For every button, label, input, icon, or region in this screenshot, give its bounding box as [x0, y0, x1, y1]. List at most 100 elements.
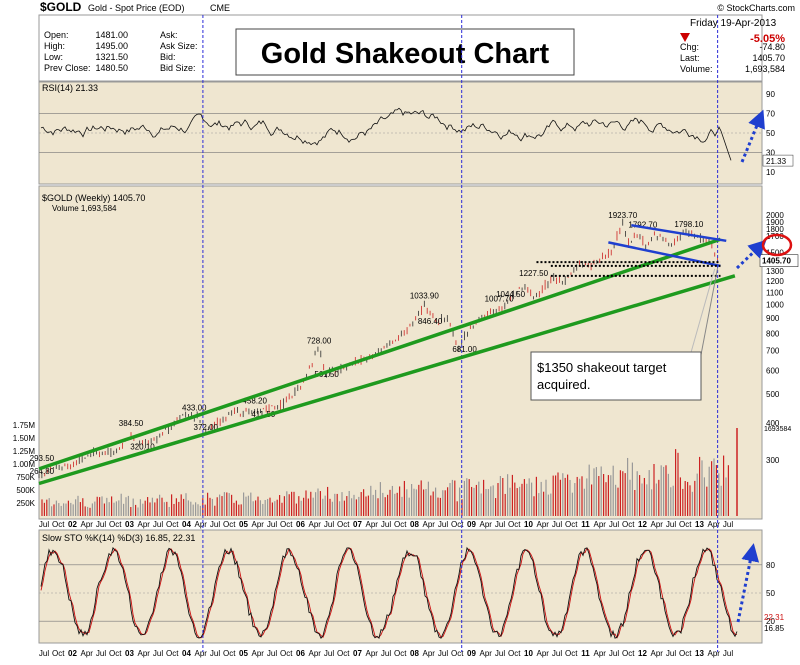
quote-value: -74.80: [759, 42, 785, 52]
quote-value: 1,693,584: [745, 64, 785, 74]
quote-value: 1480.50: [95, 63, 128, 73]
x-tick-label: 08: [410, 520, 419, 529]
x-tick-label: Jul: [495, 649, 505, 658]
highlight-circle: [761, 233, 793, 257]
price-label: 1792.70: [628, 220, 657, 229]
x-tick-label: Oct: [223, 649, 236, 658]
x-tick-label: Oct: [565, 649, 578, 658]
x-tick-label: Jul: [267, 520, 277, 529]
price-tick-label: 900: [766, 314, 780, 323]
x-tick-label: 11: [581, 649, 590, 658]
x-tick-label: Oct: [679, 520, 692, 529]
sto-label: Slow STO %K(14) %D(3) 16.85, 22.31: [42, 533, 195, 543]
exchange: CME: [210, 3, 230, 13]
price-label: 264.80: [30, 467, 55, 476]
x-tick-label: Jul: [39, 520, 49, 529]
x-tick-label: Jul: [210, 649, 220, 658]
quote-label: Last:: [680, 53, 700, 63]
x-tick-label: 12: [638, 520, 647, 529]
price-tick-label: 600: [766, 367, 780, 376]
x-tick-label: Oct: [622, 520, 635, 529]
price-label: $GOLD (Weekly) 1405.70: [42, 193, 145, 203]
x-tick-label: Apr: [480, 520, 493, 529]
x-tick-label: Apr: [537, 520, 550, 529]
price-label: 1033.90: [410, 291, 439, 300]
annotation-box: [530, 351, 702, 401]
price-label: 1227.50: [519, 269, 548, 278]
quote-value: 1481.00: [95, 30, 128, 40]
x-tick-label: Oct: [337, 520, 350, 529]
x-tick-label: Oct: [565, 520, 578, 529]
price-label: 458.20: [242, 396, 267, 405]
x-tick-label: 04: [182, 649, 191, 658]
quote-label: Ask:: [160, 30, 178, 40]
x-tick-label: Oct: [508, 649, 521, 658]
rsi-up-arrow: [740, 109, 765, 163]
x-tick-label: Jul: [39, 649, 49, 658]
price-label: 728.00: [307, 337, 332, 346]
quote-date: Friday 19-Apr-2013: [690, 18, 777, 29]
price-label: 293.50: [30, 454, 55, 463]
x-tick-label: Jul: [96, 520, 106, 529]
x-tick-label: Oct: [166, 520, 179, 529]
x-tick-label: Jul: [609, 649, 619, 658]
sto-k-line: [40, 546, 738, 639]
price-tick-label: 1000: [766, 301, 784, 310]
x-tick-label: Apr: [195, 649, 208, 658]
x-tick-label: Apr: [252, 520, 265, 529]
x-tick-label: Oct: [394, 649, 407, 658]
volume-tick-label: 1.50M: [13, 434, 36, 443]
x-tick-label: Apr: [252, 649, 265, 658]
x-tick-label: Apr: [423, 649, 436, 658]
x-tick-label: 08: [410, 649, 419, 658]
x-tick-label: Oct: [622, 649, 635, 658]
x-tick-label: Apr: [594, 520, 607, 529]
x-tick-label: 02: [68, 649, 77, 658]
x-tick-label: 13: [695, 649, 704, 658]
x-tick-label: Apr: [708, 520, 721, 529]
x-tick-label: Jul: [267, 649, 277, 658]
quote-label: Open:: [44, 30, 69, 40]
rsi-tick-label: 50: [766, 129, 775, 138]
x-tick-label: Oct: [52, 649, 65, 658]
upper-trendline: [38, 237, 722, 471]
quote-label: Bid Size:: [160, 63, 196, 73]
x-tick-label: Oct: [394, 520, 407, 529]
quote-value: 1495.00: [95, 41, 128, 51]
x-tick-label: Jul: [723, 520, 733, 529]
price-tick-label: 700: [766, 347, 780, 356]
x-tick-label: 07: [353, 649, 362, 658]
x-tick-label: Jul: [381, 649, 391, 658]
x-tick-label: 05: [239, 649, 248, 658]
symbol: $GOLD: [40, 0, 82, 14]
annotation-line: $1350 shakeout target: [537, 360, 667, 375]
price-tick-label: 1300: [766, 267, 784, 276]
x-tick-label: Oct: [508, 520, 521, 529]
x-tick-label: Oct: [280, 520, 293, 529]
x-tick-label: Apr: [594, 649, 607, 658]
sto-k-last: 16.85: [764, 624, 785, 633]
quote-label: Low:: [44, 52, 63, 62]
x-tick-label: Jul: [552, 649, 562, 658]
rsi-tick-label: 70: [766, 109, 775, 118]
x-tick-label: Apr: [423, 520, 436, 529]
x-tick-label: Jul: [153, 649, 163, 658]
volume-tick-label: 1.25M: [13, 447, 36, 456]
price-label: 681.00: [452, 345, 477, 354]
price-label: 1044.50: [496, 290, 525, 299]
x-tick-label: 09: [467, 520, 476, 529]
price-label: 561.50: [314, 370, 339, 379]
annotation-text: $1350 shakeout target acquired.: [537, 360, 667, 392]
x-tick-label: Apr: [651, 649, 664, 658]
x-tick-label: Jul: [552, 520, 562, 529]
x-tick-label: Jul: [324, 649, 334, 658]
sto-tick-label: 50: [766, 589, 775, 598]
x-tick-label: 06: [296, 649, 305, 658]
x-tick-label: Apr: [651, 520, 664, 529]
price-label: 1007.70: [485, 295, 514, 304]
x-tick-label: Jul: [96, 649, 106, 658]
overlay-title-box: [235, 28, 575, 76]
x-tick-label: Apr: [708, 649, 721, 658]
price-tick-label: 300: [766, 456, 780, 465]
